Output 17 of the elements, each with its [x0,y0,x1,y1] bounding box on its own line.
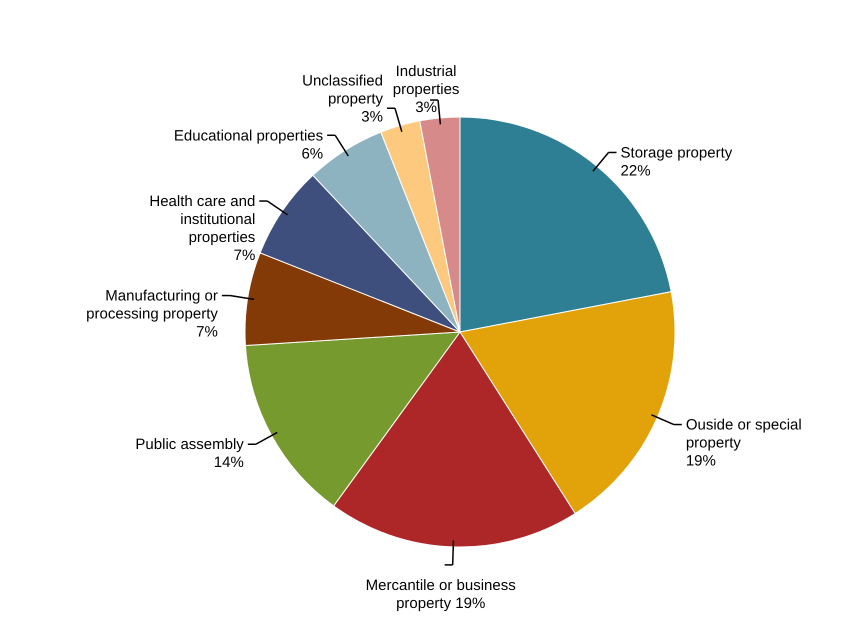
slice-label: Educational properties [174,127,324,144]
data-label: 7% [196,324,218,341]
slice-label: Unclassified property [302,72,384,108]
slice-label: Public assembly [135,436,244,454]
slice-label: Mercantile or business property 19% [366,576,516,612]
data-label: 7% [234,247,256,264]
data-label: 3% [415,99,437,116]
data-label: 14% [214,454,244,472]
data-label: 6% [301,145,324,162]
data-label: 3% [361,108,383,126]
slice-label: Storage property [620,144,733,162]
slice-label: Health care and institutional properties [149,193,256,246]
data-label: 22% [620,162,651,180]
slice-label: Manufacturing or processing property [86,288,218,323]
slice-label: Ouside or special property [686,416,802,452]
data-label: 19% [686,452,716,470]
slice-label: Industrial properties [392,63,460,98]
